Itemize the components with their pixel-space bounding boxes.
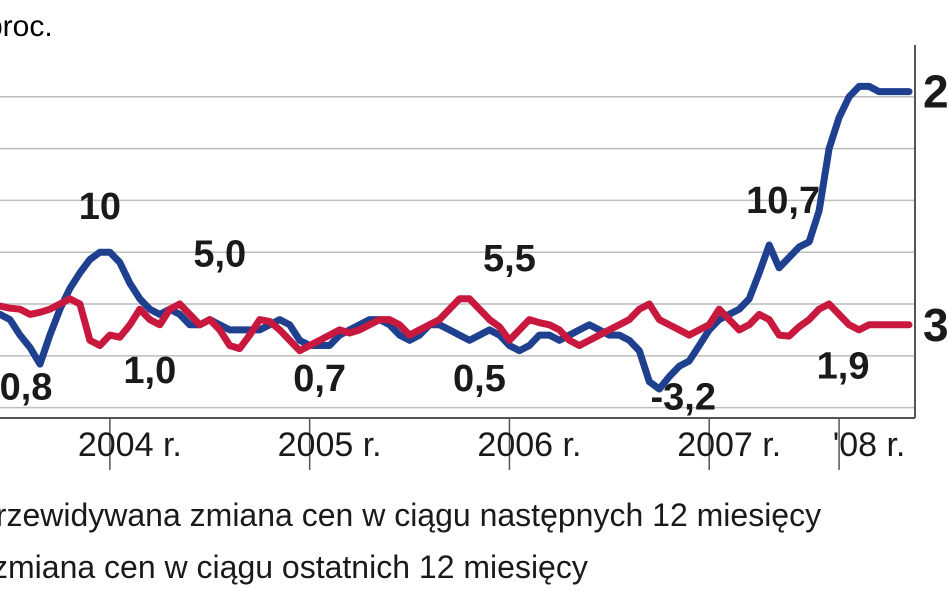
data-labels: 0,8 10 1,0 5,0 0,7 5,5 0,5 -3,2 10,7 1,9 bbox=[0, 180, 869, 419]
data-label: 1,0 bbox=[123, 350, 176, 392]
x-tick-labels: 2004 r. 2005 r. 2006 r. 2007 r. '08 r. bbox=[78, 426, 906, 464]
data-label: 5,0 bbox=[193, 234, 246, 276]
x-tick-label: 2006 r. bbox=[477, 426, 581, 464]
x-tick-label: 2007 r. bbox=[677, 426, 781, 464]
series-line-past bbox=[0, 295, 913, 355]
legend-past: zmiana cen w ciągu ostatnich 12 miesięcy bbox=[0, 549, 588, 586]
end-label-expected: 2 bbox=[923, 66, 948, 118]
data-label: -3,2 bbox=[651, 377, 716, 419]
year-separators bbox=[109, 418, 840, 470]
legend-expected: przewidywana zmiana cen w ciągu następny… bbox=[0, 497, 821, 534]
data-label: 0,7 bbox=[293, 358, 346, 400]
data-label: 10,7 bbox=[746, 180, 820, 222]
legend-past-label: zmiana cen w ciągu ostatnich 12 miesięcy bbox=[0, 549, 588, 585]
legend-expected-label: przewidywana zmiana cen w ciągu następny… bbox=[0, 497, 822, 533]
x-tick-label: 2005 r. bbox=[278, 426, 382, 464]
data-label: 0,5 bbox=[453, 358, 506, 400]
x-tick-label: 2004 r. bbox=[78, 426, 182, 464]
data-label: 5,5 bbox=[483, 238, 536, 280]
data-label: 0,8 bbox=[0, 366, 52, 408]
series-line-expected bbox=[0, 82, 913, 393]
price-expectations-chart: 2004 r. 2005 r. 2006 r. 2007 r. '08 r. 0,8 10… bbox=[0, 10, 948, 470]
end-labels: 23 bbox=[923, 66, 948, 351]
data-label: 1,9 bbox=[817, 346, 870, 388]
series-lines bbox=[0, 82, 913, 393]
end-label-past: 3 bbox=[923, 299, 948, 351]
x-tick-label: '08 r. bbox=[833, 426, 906, 464]
data-label: 10 bbox=[79, 186, 121, 228]
unit-label: proc. bbox=[0, 10, 53, 43]
